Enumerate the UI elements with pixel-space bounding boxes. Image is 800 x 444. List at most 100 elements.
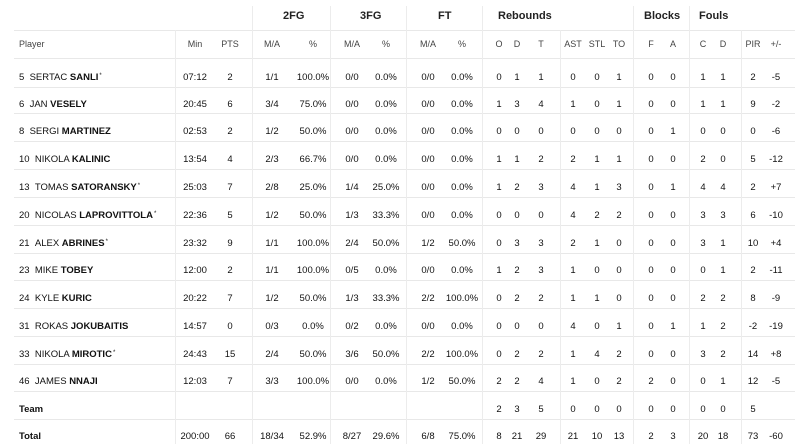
cell-fg2ma: 3/3: [265, 376, 279, 387]
player-number: 13: [19, 182, 30, 193]
row-divider: [14, 141, 795, 142]
cell-fg3ma: 0/0: [345, 126, 359, 137]
player-number: 21: [19, 238, 30, 249]
player-first-name: SERGI: [29, 126, 60, 137]
cell-pts: 2: [227, 126, 233, 137]
player-name[interactable]: 13 TOMAS SATORANSKY*: [19, 183, 140, 193]
cell-pir: 0: [750, 126, 756, 137]
cell-o: 0: [496, 210, 502, 221]
cell-pts: 66: [224, 431, 236, 442]
cell-pm: -9: [771, 293, 781, 304]
player-first-name: JAN: [29, 99, 48, 110]
cell-ba: 1: [670, 182, 676, 193]
cell-t: 2: [538, 349, 544, 360]
player-name[interactable]: 10 NIKOLA KALINIC: [19, 155, 110, 165]
cell-ast: 2: [570, 238, 576, 249]
player-last-name: NNAJI: [69, 376, 98, 387]
cell-fd: 4: [720, 182, 726, 193]
player-name[interactable]: 20 NICOLAS LAPROVITTOLA*: [19, 211, 156, 221]
player-name[interactable]: 33 NIKOLA MIROTIC*: [19, 350, 115, 360]
cell-pir: 73: [747, 431, 759, 442]
player-name[interactable]: 24 KYLE KURIC: [19, 294, 92, 304]
cell-pir: 2: [750, 265, 756, 276]
cell-to: 1: [616, 99, 622, 110]
player-name[interactable]: 46 JAMES NNAJI: [19, 377, 98, 387]
cell-ba: 3: [670, 431, 676, 442]
cell-fg2ma: 18/34: [260, 431, 284, 442]
player-first-name: ROKAS: [34, 321, 69, 332]
cell-ast: 1: [570, 265, 576, 276]
cell-fg3pct: 33.3%: [372, 293, 400, 304]
cell-fd: 0: [720, 404, 726, 415]
player-last-name: LAPROVITTOLA: [79, 210, 153, 221]
cell-t: 2: [538, 154, 544, 165]
cell-min: 12:00: [183, 265, 207, 276]
cell-ftma: 0/0: [421, 126, 435, 137]
cell-fg3pct: 0.0%: [375, 99, 397, 110]
cell-fg3ma: 1/4: [345, 182, 359, 193]
cell-ba: 0: [670, 154, 676, 165]
player-name[interactable]: 5 SERTAC SANLI*: [19, 73, 102, 83]
cell-o: 0: [496, 293, 502, 304]
cell-t: 29: [535, 431, 547, 442]
cell-fg2pct: 100.0%: [296, 238, 330, 249]
cell-bf: 0: [648, 321, 654, 332]
cell-pts: 0: [227, 321, 233, 332]
column-header-fg3ma: M/A: [343, 39, 361, 49]
row-divider: [14, 391, 795, 392]
column-divider: [175, 30, 176, 444]
column-header-pm: +/-: [770, 39, 782, 49]
cell-min: 13:54: [183, 154, 207, 165]
cell-fg2pct: 50.0%: [299, 210, 327, 221]
cell-to: 2: [616, 210, 622, 221]
cell-stl: 0: [594, 321, 600, 332]
column-header-bf: F: [648, 39, 654, 49]
cell-ftma: 2/2: [421, 349, 435, 360]
player-name[interactable]: 21 ALEX ABRINES*: [19, 239, 108, 249]
player-name[interactable]: 23 MIKE TOBEY: [19, 266, 93, 276]
cell-d: 2: [514, 349, 520, 360]
player-last-name: TOBEY: [60, 265, 94, 276]
cell-pts: 15: [224, 349, 236, 360]
column-header-stl: STL: [588, 39, 606, 49]
cell-d: 2: [514, 265, 520, 276]
cell-fc: 2: [700, 293, 706, 304]
column-header-ftma: M/A: [419, 39, 437, 49]
cell-stl: 10: [591, 431, 603, 442]
player-last-name: JOKUBAITIS: [70, 321, 129, 332]
cell-o: 0: [496, 349, 502, 360]
cell-to: 0: [616, 265, 622, 276]
cell-fg2pct: 75.0%: [299, 99, 327, 110]
column-header-player: Player: [19, 39, 45, 49]
cell-fg2pct: 100.0%: [296, 265, 330, 276]
cell-stl: 1: [594, 238, 600, 249]
cell-ftpct: 0.0%: [451, 126, 473, 137]
column-header-fg3pct: %: [381, 39, 391, 49]
player-name[interactable]: 8 SERGI MARTINEZ: [19, 127, 111, 137]
player-name[interactable]: 31 ROKAS JOKUBAITIS: [19, 322, 128, 332]
cell-fd: 2: [720, 349, 726, 360]
group-header-blk: Blocks: [644, 10, 681, 22]
cell-bf: 0: [648, 154, 654, 165]
row-divider: [14, 87, 795, 88]
cell-d: 0: [514, 321, 520, 332]
row-divider: [14, 58, 795, 59]
cell-pir: 6: [750, 210, 756, 221]
cell-fc: 1: [700, 72, 706, 83]
cell-fg2ma: 1/2: [265, 126, 279, 137]
player-first-name: JAMES: [34, 376, 67, 387]
cell-min: 22:36: [183, 210, 207, 221]
cell-ftpct: 50.0%: [448, 376, 476, 387]
starter-marker: *: [105, 239, 108, 245]
cell-pts: 7: [227, 182, 233, 193]
cell-pm: -5: [771, 72, 781, 83]
cell-pir: 9: [750, 99, 756, 110]
row-divider: [14, 113, 795, 114]
cell-fc: 3: [700, 349, 706, 360]
player-name[interactable]: 6 JAN VESELY: [19, 100, 87, 110]
cell-fd: 2: [720, 321, 726, 332]
cell-fg3pct: 25.0%: [372, 182, 400, 193]
cell-fg3ma: 8/27: [342, 431, 362, 442]
cell-d: 3: [514, 238, 520, 249]
row-divider: [14, 169, 795, 170]
